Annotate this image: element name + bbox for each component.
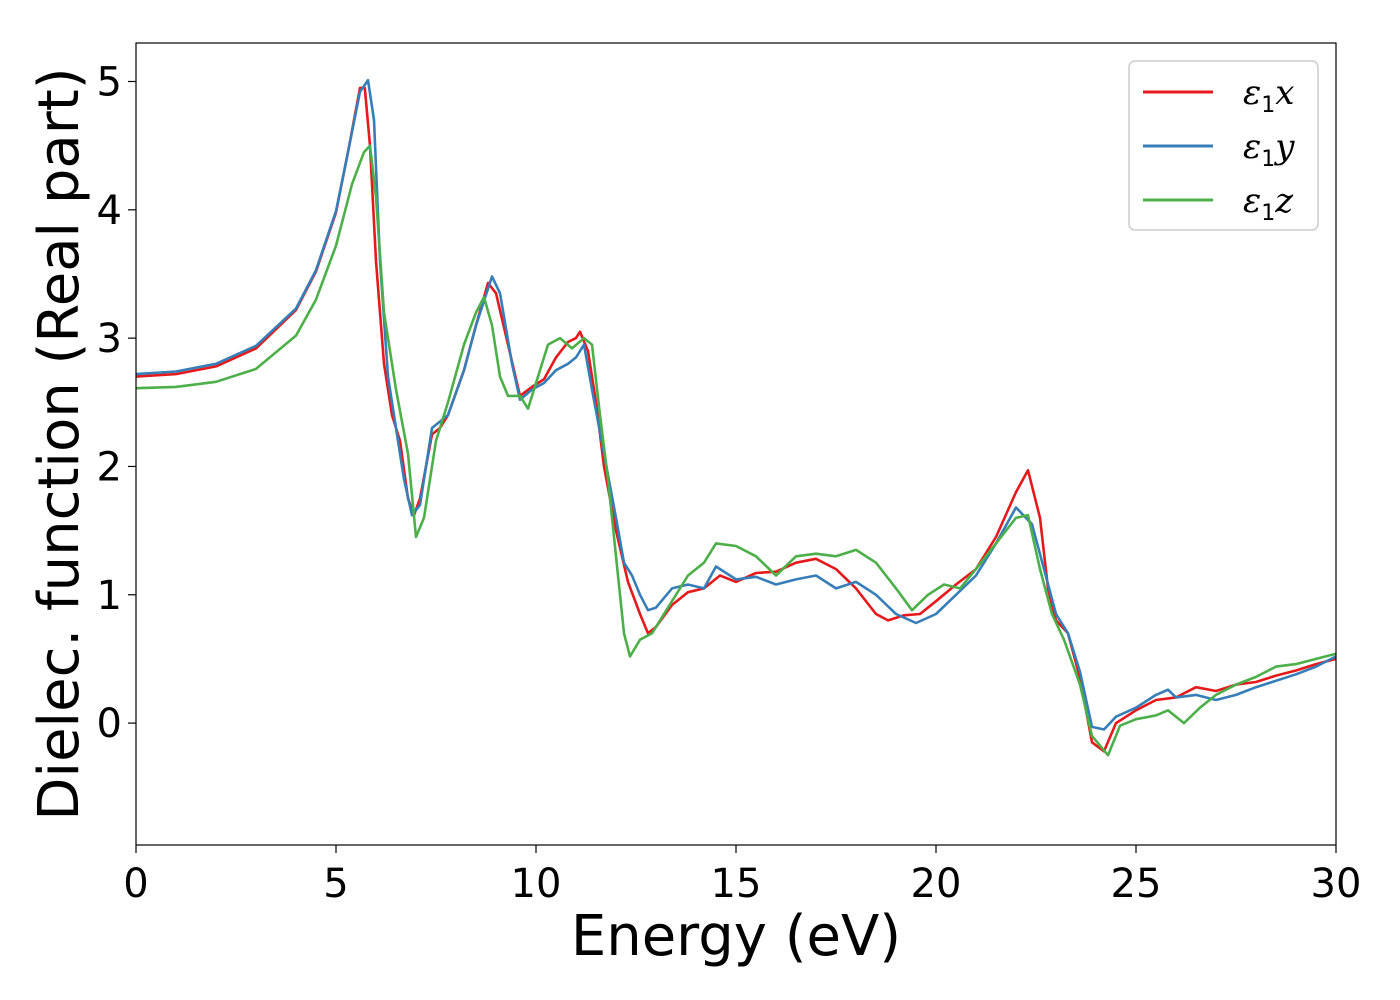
y-tick-label: 5 (97, 59, 122, 105)
legend: ε1x ε1y ε1z (1128, 60, 1319, 231)
y-tick-label: 0 (97, 701, 122, 747)
x-tick-label: 30 (1311, 861, 1362, 907)
y-axis-label: Dielec. function (Real part) (27, 67, 92, 820)
x-axis-label: Energy (eV) (571, 904, 901, 969)
series-layer (135, 78, 1337, 757)
legend-label: ε1y (1243, 127, 1295, 172)
y-axis-ticks: 0 1 2 3 4 5 (97, 59, 136, 747)
x-tick-label: 0 (123, 861, 148, 907)
x-tick-label: 10 (511, 861, 562, 907)
x-tick-label: 20 (911, 861, 962, 907)
series-line-3 (135, 144, 1337, 757)
y-tick-label: 2 (97, 444, 122, 490)
x-tick-label: 15 (711, 861, 762, 907)
x-axis-ticks: 0 5 10 15 20 25 30 (123, 845, 1361, 907)
legend-label: ε1x (1243, 73, 1294, 118)
legend-label: ε1z (1243, 181, 1294, 226)
y-tick-label: 3 (97, 316, 122, 362)
x-tick-label: 25 (1111, 861, 1162, 907)
legend-box (1128, 60, 1319, 231)
series-line-2 (135, 78, 1337, 731)
y-tick-label: 4 (97, 188, 122, 234)
y-tick-label: 1 (97, 573, 122, 619)
x-tick-label: 5 (323, 861, 348, 907)
